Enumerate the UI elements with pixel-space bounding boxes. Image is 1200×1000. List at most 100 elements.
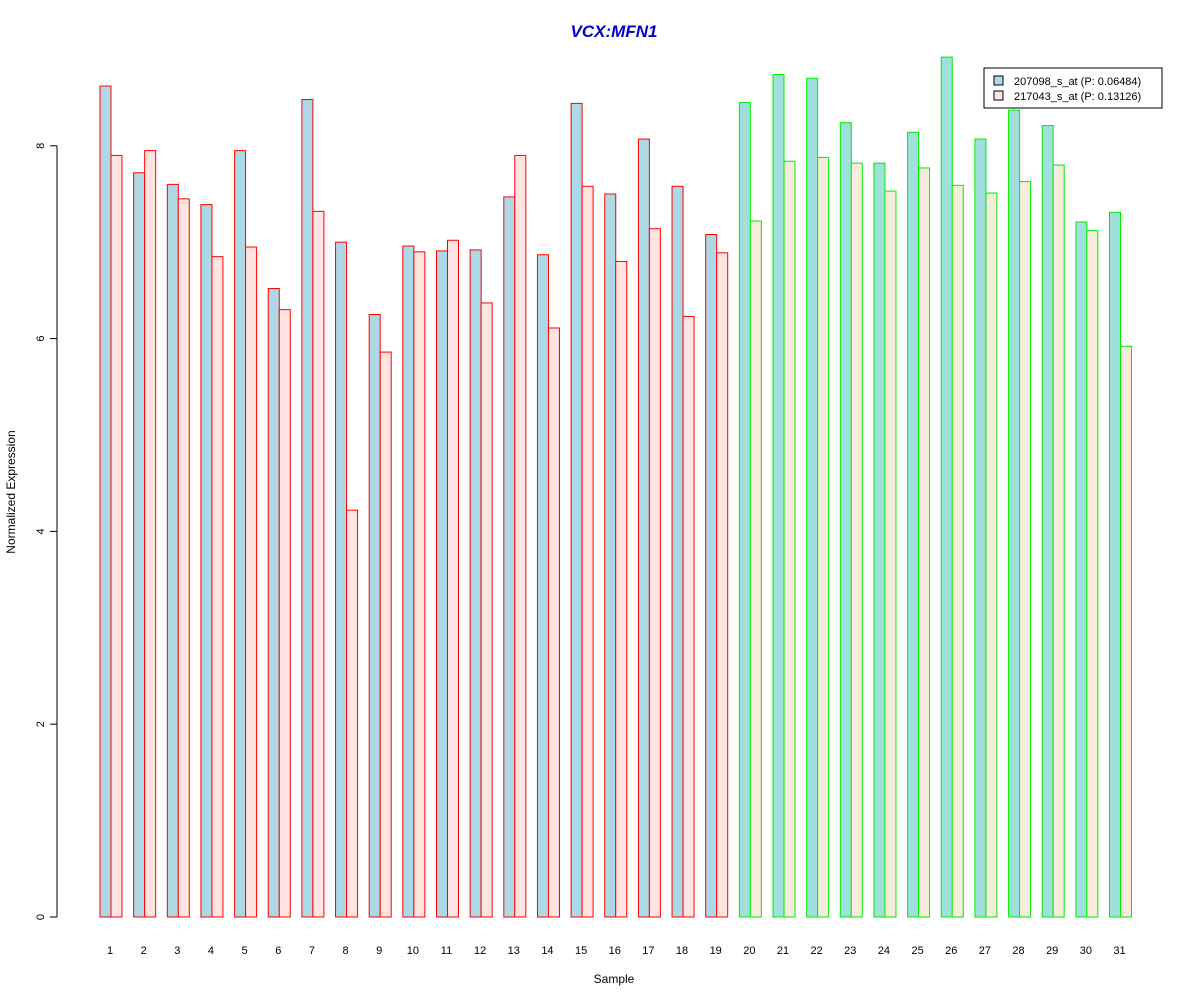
bar-series-1 [301, 99, 314, 918]
y-tick-label: 4 [35, 528, 47, 534]
bar-series-1 [536, 254, 549, 918]
bar-series-1 [604, 193, 617, 918]
x-tick-label: 24 [878, 945, 890, 957]
legend-swatch-series-1 [993, 75, 1004, 86]
bar-series-2 [1019, 180, 1032, 918]
x-tick-label: 8 [342, 945, 348, 957]
x-tick-label: 18 [676, 945, 688, 957]
bar-series-1 [267, 287, 280, 918]
x-tick-label: 21 [777, 945, 789, 957]
bar-series-2 [1052, 164, 1065, 918]
bar-series-1 [368, 314, 381, 918]
x-tick-label: 2 [141, 945, 147, 957]
y-tick-label: 0 [35, 914, 47, 920]
x-tick-label: 5 [242, 945, 248, 957]
bar-series-2 [648, 228, 661, 918]
x-tick-label: 23 [844, 945, 856, 957]
x-tick-label: 3 [174, 945, 180, 957]
bar-series-1 [637, 138, 650, 918]
x-tick-label: 26 [945, 945, 957, 957]
bar-series-1 [133, 172, 146, 918]
y-tick-label: 6 [35, 336, 47, 342]
x-tick-label: 7 [309, 945, 315, 957]
x-tick-label: 28 [1012, 945, 1024, 957]
bar-series-1 [402, 245, 415, 918]
bar-series-2 [413, 251, 426, 918]
bar-series-1 [907, 131, 920, 918]
legend-label-series-1: 207098_s_at (P: 0.06484) [1014, 76, 1141, 88]
bar-series-1 [839, 122, 852, 918]
bar-series-2 [480, 302, 493, 918]
x-tick-label: 31 [1113, 945, 1125, 957]
bar-series-1 [873, 162, 886, 918]
y-tick-label: 8 [35, 143, 47, 149]
y-axis-title: Normalized Expression [4, 430, 18, 553]
x-tick-label: 22 [811, 945, 823, 957]
bar-series-2 [850, 162, 863, 918]
bar-series-1 [436, 250, 448, 918]
bar-series-2 [985, 192, 998, 918]
x-tick-label: 30 [1080, 945, 1092, 957]
legend-box [983, 67, 1163, 109]
bar-series-2 [783, 160, 796, 918]
bar-series-1 [234, 150, 247, 918]
bar-series-1 [1041, 125, 1054, 918]
bar-series-2 [817, 156, 830, 918]
x-tick-label: 4 [208, 945, 214, 957]
bar-series-1 [772, 73, 785, 918]
legend: 207098_s_at (P: 0.06484) 217043_s_at (P:… [983, 67, 1163, 109]
x-tick-label: 1 [107, 945, 113, 957]
bar-series-1 [974, 138, 987, 918]
bar-series-2 [144, 150, 157, 918]
bar-series-2 [884, 190, 897, 918]
bar-series-2 [447, 239, 459, 918]
bar-series-2 [1120, 345, 1132, 918]
x-tick-label: 27 [979, 945, 991, 957]
x-tick-label: 9 [376, 945, 382, 957]
x-tick-label: 10 [407, 945, 419, 957]
x-tick-label: 11 [441, 945, 452, 957]
x-tick-label: 29 [1046, 945, 1058, 957]
bar-series-1 [1075, 221, 1088, 918]
bar-series-1 [503, 196, 516, 918]
bar-series-2 [918, 167, 931, 918]
bar-series-2 [110, 154, 123, 918]
bar-series-2 [177, 198, 190, 918]
bar-series-1 [738, 101, 751, 918]
bar-series-2 [1086, 230, 1099, 918]
legend-swatch-series-2 [993, 90, 1004, 101]
bar-series-2 [547, 327, 560, 918]
x-tick-label: 12 [474, 945, 486, 957]
x-tick-label: 6 [275, 945, 281, 957]
x-tick-label: 25 [911, 945, 923, 957]
bar-series-1 [705, 233, 718, 918]
bar-series-1 [1008, 109, 1021, 918]
bar-series-1 [99, 85, 112, 918]
bar-series-1 [1109, 211, 1121, 918]
bar-series-2 [278, 309, 291, 918]
bar-series-1 [671, 185, 684, 918]
bar-series-2 [245, 246, 258, 918]
x-tick-label: 17 [642, 945, 654, 957]
y-axis: 0 2 4 6 8 [35, 143, 58, 920]
bar-series-2 [346, 509, 359, 918]
bar-series-1 [469, 249, 482, 918]
x-tick-label: 19 [710, 945, 722, 957]
bar-series-1 [806, 77, 819, 918]
bar-series-2 [615, 260, 628, 918]
bar-series-1 [200, 204, 213, 918]
bar-series-2 [312, 210, 325, 918]
bar-series-1 [570, 102, 583, 918]
bar-series-2 [716, 252, 729, 918]
x-tick-label: 13 [508, 945, 520, 957]
bar-series-1 [166, 183, 179, 918]
bar-series-2 [581, 185, 594, 918]
chart-title: VCX:MFN1 [571, 22, 658, 41]
bars-group [99, 56, 1132, 918]
legend-label-series-2: 217043_s_at (P: 0.13126) [1014, 91, 1141, 103]
x-axis-ticks: 1 2 3 4 5 6 7 8 9 10 11 12 13 14 15 16 17 18 19 20 21 22 23 24 2… [107, 945, 1126, 957]
y-tick-label: 2 [35, 721, 47, 727]
bar-series-1 [940, 56, 953, 918]
bar-series-2 [514, 154, 527, 918]
x-axis-title: Sample [594, 972, 635, 986]
